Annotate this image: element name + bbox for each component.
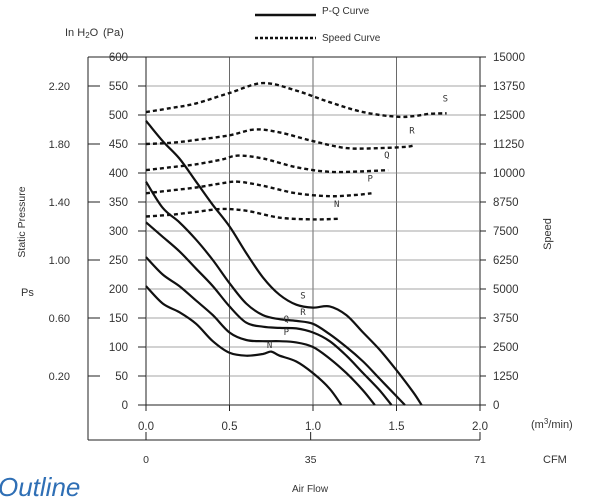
inh2o-tick-label: 0.60 bbox=[49, 313, 70, 325]
pa-tick-label: 350 bbox=[109, 197, 128, 209]
pa-tick-label: 300 bbox=[109, 226, 128, 238]
speed-curve-q bbox=[145, 154, 389, 174]
ps-label: Ps bbox=[21, 287, 34, 299]
inh2o-tick-label: 1.00 bbox=[49, 255, 70, 267]
pa-tick-label: 150 bbox=[109, 313, 128, 325]
pq-curve-label-q: Q bbox=[284, 315, 289, 325]
pq-curve-label-s: S bbox=[300, 292, 305, 302]
pq-curve-label-p: P bbox=[284, 328, 290, 338]
pa-tick-label: 200 bbox=[109, 284, 128, 296]
speed-tick-label: 12500 bbox=[493, 110, 525, 122]
speed-curve-label-p: P bbox=[367, 174, 373, 184]
pq-legend-label: P-Q Curve bbox=[322, 6, 370, 17]
y-axis-title: Static Pressure bbox=[16, 186, 28, 257]
speed-curve-n bbox=[145, 207, 339, 221]
speed-curve-r bbox=[145, 128, 414, 150]
x-unit-label: (m3/min) bbox=[531, 417, 573, 431]
speed-legend-label: Speed Curve bbox=[322, 33, 381, 44]
speed-curve-label-q: Q bbox=[384, 151, 389, 161]
inh2o-tick-label: 1.80 bbox=[49, 139, 70, 151]
speed-tick-label: 1250 bbox=[493, 371, 519, 383]
inh2o-unit-label: In H2O bbox=[65, 27, 99, 40]
pa-tick-label: 600 bbox=[109, 52, 128, 64]
pq-curve-n bbox=[145, 285, 343, 406]
pa-tick-label: 450 bbox=[109, 139, 128, 151]
x-tick-label: 0.5 bbox=[222, 421, 238, 433]
speed-curve-s bbox=[145, 81, 447, 119]
pa-tick-label: 0 bbox=[122, 400, 128, 412]
pq-curve-r bbox=[145, 181, 406, 406]
speed-curve-label-n: N bbox=[334, 200, 339, 210]
right-axis-title: Speed bbox=[542, 218, 554, 250]
inh2o-tick-label: 2.20 bbox=[49, 81, 70, 93]
x-tick-label: 1.5 bbox=[389, 421, 405, 433]
pa-tick-label: 550 bbox=[109, 81, 128, 93]
speed-tick-label: 11250 bbox=[493, 139, 524, 151]
pa-unit-label: (Pa) bbox=[103, 27, 124, 39]
x-axis-title: Air Flow bbox=[292, 484, 329, 495]
speed-tick-label: 7500 bbox=[493, 226, 519, 238]
speed-tick-label: 10000 bbox=[493, 168, 525, 180]
cfm-tick-label: 35 bbox=[305, 454, 317, 466]
pa-tick-label: 100 bbox=[109, 342, 128, 354]
speed-tick-label: 15000 bbox=[493, 52, 525, 64]
cfm-unit-label: CFM bbox=[543, 454, 567, 466]
speed-tick-label: 2500 bbox=[493, 342, 519, 354]
inh2o-tick-label: 0.20 bbox=[49, 371, 70, 383]
speed-tick-label: 13750 bbox=[493, 81, 525, 93]
speed-tick-label: 5000 bbox=[493, 284, 519, 296]
x-tick-label: 0.0 bbox=[138, 421, 154, 433]
pa-tick-label: 400 bbox=[109, 168, 128, 180]
speed-curve-label-r: R bbox=[409, 127, 415, 137]
pq-curve-label-r: R bbox=[300, 308, 306, 318]
speed-tick-label: 8750 bbox=[493, 197, 519, 209]
speed-curve-p bbox=[145, 180, 372, 198]
x-tick-label: 2.0 bbox=[472, 421, 488, 433]
pq-curve-p bbox=[145, 256, 376, 406]
pa-tick-label: 250 bbox=[109, 255, 128, 267]
pa-tick-label: 50 bbox=[115, 371, 128, 383]
cfm-tick-label: 0 bbox=[143, 454, 149, 466]
speed-tick-label: 0 bbox=[493, 400, 499, 412]
pq-curve-s bbox=[145, 120, 423, 406]
inh2o-tick-label: 1.40 bbox=[49, 197, 70, 209]
pa-tick-label: 500 bbox=[109, 110, 128, 122]
pq-curve-label-n: N bbox=[267, 341, 272, 351]
cfm-tick-label: 71 bbox=[474, 454, 486, 466]
x-tick-label: 1.0 bbox=[305, 421, 321, 433]
speed-tick-label: 3750 bbox=[493, 313, 519, 325]
pq-curve-q bbox=[145, 221, 393, 406]
speed-curve-label-s: S bbox=[443, 94, 448, 104]
outline-heading: Outline bbox=[0, 472, 80, 498]
speed-tick-label: 6250 bbox=[493, 255, 519, 267]
